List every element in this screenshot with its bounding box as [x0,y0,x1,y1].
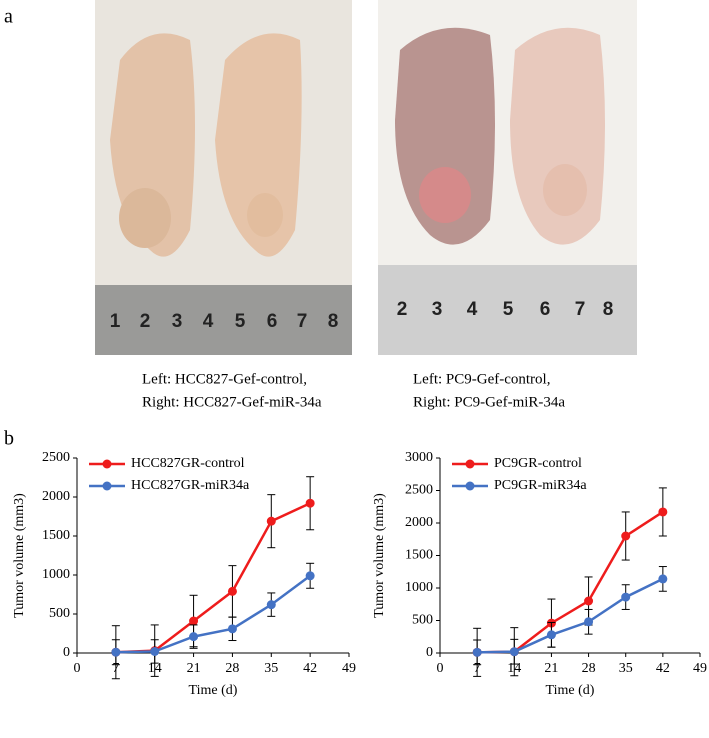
y-tick-label: 2000 [405,515,433,530]
data-point [150,646,160,656]
x-tick-label: 35 [264,661,278,676]
panel-label: a [4,6,13,28]
data-point [305,498,315,508]
ruler-digit: 8 [328,311,339,332]
legend-marker [465,459,475,469]
y-axis-label: Tumor volume (mm3) [12,493,27,618]
x-tick-label: 42 [303,661,317,676]
x-tick-label: 0 [74,661,81,676]
ruler-digit: 5 [503,299,514,320]
ruler-digit: 6 [267,311,278,332]
x-tick-label: 0 [437,661,444,676]
caption: Right: PC9-Gef-miR-34a [413,394,565,410]
series-line [115,574,311,654]
y-tick-label: 2000 [42,489,70,504]
legend-label: HCC827GR-miR34a [131,478,250,493]
data-point [658,507,668,517]
data-point [111,647,121,657]
x-axis-label: Time (d) [189,683,238,698]
ruler-digit: 3 [432,299,443,320]
x-tick-label: 35 [619,661,633,676]
y-axis-label: Tumor volume (mm3) [372,493,387,618]
photo [95,0,352,355]
data-point [227,624,237,634]
data-point [472,647,482,657]
y-tick-label: 0 [426,645,433,660]
y-tick-label: 0 [63,645,70,660]
data-point [227,586,237,596]
data-point [189,632,199,642]
x-tick-label: 42 [656,661,670,676]
x-tick-label: 49 [342,661,356,676]
y-tick-label: 1500 [42,528,70,543]
legend-label: HCC827GR-control [131,456,245,471]
ruler-digit: 3 [172,311,183,332]
ruler-digit: 7 [297,311,308,332]
data-point [305,571,315,581]
data-point [189,616,199,626]
x-tick-label: 21 [544,661,558,676]
series-line [115,502,311,654]
data-point [621,531,631,541]
legend-label: PC9GR-control [494,456,582,471]
legend-marker [102,459,112,469]
series-line [477,510,664,654]
ruler-digit: 1 [110,311,121,332]
legend-marker [465,481,475,491]
y-tick-label: 1000 [42,567,70,582]
data-point [584,617,594,627]
ruler-digit: 5 [235,311,246,332]
y-tick-label: 1000 [405,580,433,595]
ruler-digit: 4 [203,311,214,332]
caption: Left: HCC827-Gef-control, [142,371,307,387]
x-tick-label: 28 [582,661,596,676]
y-tick-label: 500 [49,606,70,621]
legend-marker [102,481,112,491]
y-tick-label: 3000 [405,450,433,465]
ruler-digit: 6 [540,299,551,320]
y-tick-label: 2500 [405,483,433,498]
data-point [266,600,276,610]
series-line [477,577,664,654]
caption: Left: PC9-Gef-control, [413,371,550,387]
x-tick-label: 49 [693,661,707,676]
photo [378,0,637,355]
data-point [266,516,276,526]
y-tick-label: 2500 [42,450,70,465]
y-tick-label: 500 [412,613,433,628]
ruler-digit: 8 [603,299,614,320]
data-point [584,596,594,606]
data-point [621,592,631,602]
y-tick-label: 1500 [405,548,433,563]
legend-label: PC9GR-miR34a [494,478,587,493]
x-tick-label: 21 [187,661,201,676]
caption: Right: HCC827-Gef-miR-34a [142,394,322,410]
data-point [658,574,668,584]
panel-label: b [4,428,14,450]
ruler-digit: 4 [467,299,478,320]
data-point [509,647,519,657]
data-point [546,630,556,640]
x-axis-label: Time (d) [546,683,595,698]
ruler-digit: 2 [140,311,151,332]
x-tick-label: 28 [225,661,239,676]
ruler-digit: 7 [575,299,586,320]
ruler-digit: 2 [397,299,408,320]
